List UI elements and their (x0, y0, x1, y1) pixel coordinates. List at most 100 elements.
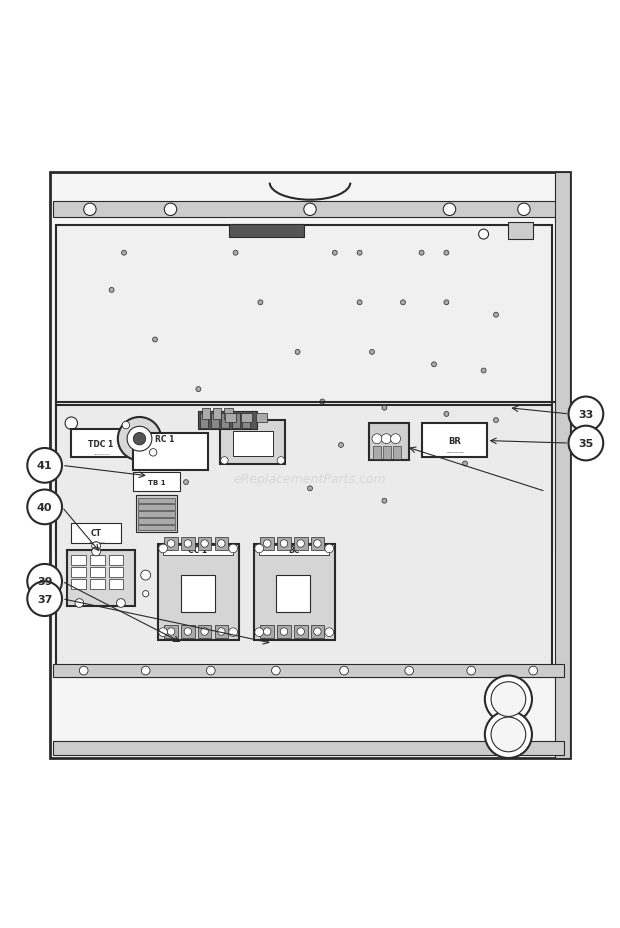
Bar (260, 537, 274, 550)
Bar (53, 664, 564, 677)
Circle shape (444, 251, 449, 256)
Bar (242, 413, 250, 428)
Circle shape (255, 545, 264, 553)
Circle shape (127, 427, 152, 452)
Circle shape (382, 498, 387, 504)
Bar (311, 537, 324, 550)
Circle shape (201, 540, 208, 548)
Circle shape (381, 434, 391, 445)
Bar (369, 424, 409, 461)
Bar (108, 580, 123, 589)
Circle shape (255, 628, 264, 637)
Circle shape (65, 418, 78, 430)
Circle shape (391, 434, 401, 445)
Circle shape (518, 204, 530, 216)
Circle shape (246, 437, 250, 442)
Text: 41: 41 (37, 461, 53, 470)
Circle shape (325, 628, 334, 637)
Circle shape (491, 717, 526, 752)
Bar (294, 537, 308, 550)
Circle shape (184, 540, 192, 548)
Bar (393, 446, 401, 459)
Text: CC 1: CC 1 (188, 546, 207, 555)
Circle shape (27, 564, 62, 599)
Bar (256, 413, 267, 422)
Text: TB 1: TB 1 (148, 480, 166, 485)
Circle shape (122, 251, 126, 256)
Bar (56, 226, 552, 550)
Circle shape (133, 433, 146, 445)
Bar (90, 580, 105, 589)
Bar (90, 555, 105, 565)
Circle shape (297, 540, 304, 548)
Text: RC 1: RC 1 (154, 434, 174, 444)
Circle shape (184, 480, 188, 485)
Circle shape (143, 591, 149, 597)
Bar (277, 625, 291, 638)
Text: eReplacementParts.com: eReplacementParts.com (234, 473, 386, 486)
Circle shape (229, 545, 237, 553)
Circle shape (109, 431, 114, 435)
Circle shape (229, 628, 237, 637)
Circle shape (320, 400, 325, 405)
Bar (294, 625, 308, 638)
Text: 40: 40 (37, 502, 52, 512)
Circle shape (206, 666, 215, 676)
Circle shape (485, 711, 532, 758)
Bar (373, 446, 381, 459)
Circle shape (196, 387, 201, 393)
Circle shape (159, 628, 167, 637)
Bar (71, 523, 121, 543)
Circle shape (432, 363, 436, 367)
Circle shape (357, 251, 362, 256)
Bar (53, 202, 564, 217)
Bar (71, 580, 86, 589)
Circle shape (27, 448, 62, 483)
Circle shape (325, 545, 334, 553)
Bar (221, 413, 229, 428)
Circle shape (401, 449, 405, 454)
Circle shape (419, 251, 424, 256)
Text: ________: ________ (87, 539, 105, 543)
Bar (254, 545, 335, 640)
Text: _______: _______ (446, 447, 463, 452)
Circle shape (167, 628, 175, 636)
Circle shape (218, 628, 225, 636)
Bar (133, 472, 180, 492)
Circle shape (201, 628, 208, 636)
Circle shape (75, 599, 84, 608)
Circle shape (92, 542, 100, 550)
Bar (259, 545, 329, 555)
Circle shape (401, 301, 405, 305)
Bar (277, 537, 291, 550)
Bar (198, 411, 257, 430)
Text: BC: BC (288, 546, 299, 555)
Bar (53, 741, 564, 755)
Circle shape (494, 419, 498, 423)
Text: BR: BR (448, 436, 461, 445)
Bar (181, 575, 215, 612)
Circle shape (370, 350, 374, 355)
Circle shape (184, 628, 192, 636)
Bar (164, 537, 178, 550)
Circle shape (122, 422, 130, 430)
Text: 33: 33 (578, 409, 593, 419)
Bar (260, 625, 274, 638)
Circle shape (314, 540, 321, 548)
Circle shape (159, 545, 167, 553)
Circle shape (304, 204, 316, 216)
Bar (220, 420, 285, 464)
Bar (90, 567, 105, 577)
Bar (198, 537, 211, 550)
Circle shape (340, 666, 348, 676)
Circle shape (92, 548, 100, 556)
Bar (508, 223, 533, 239)
Bar (133, 433, 208, 470)
Text: 39: 39 (37, 576, 52, 586)
Circle shape (494, 313, 498, 317)
Circle shape (141, 571, 151, 580)
Circle shape (233, 251, 238, 256)
Bar (224, 408, 232, 419)
Circle shape (443, 204, 456, 216)
Bar (108, 567, 123, 577)
